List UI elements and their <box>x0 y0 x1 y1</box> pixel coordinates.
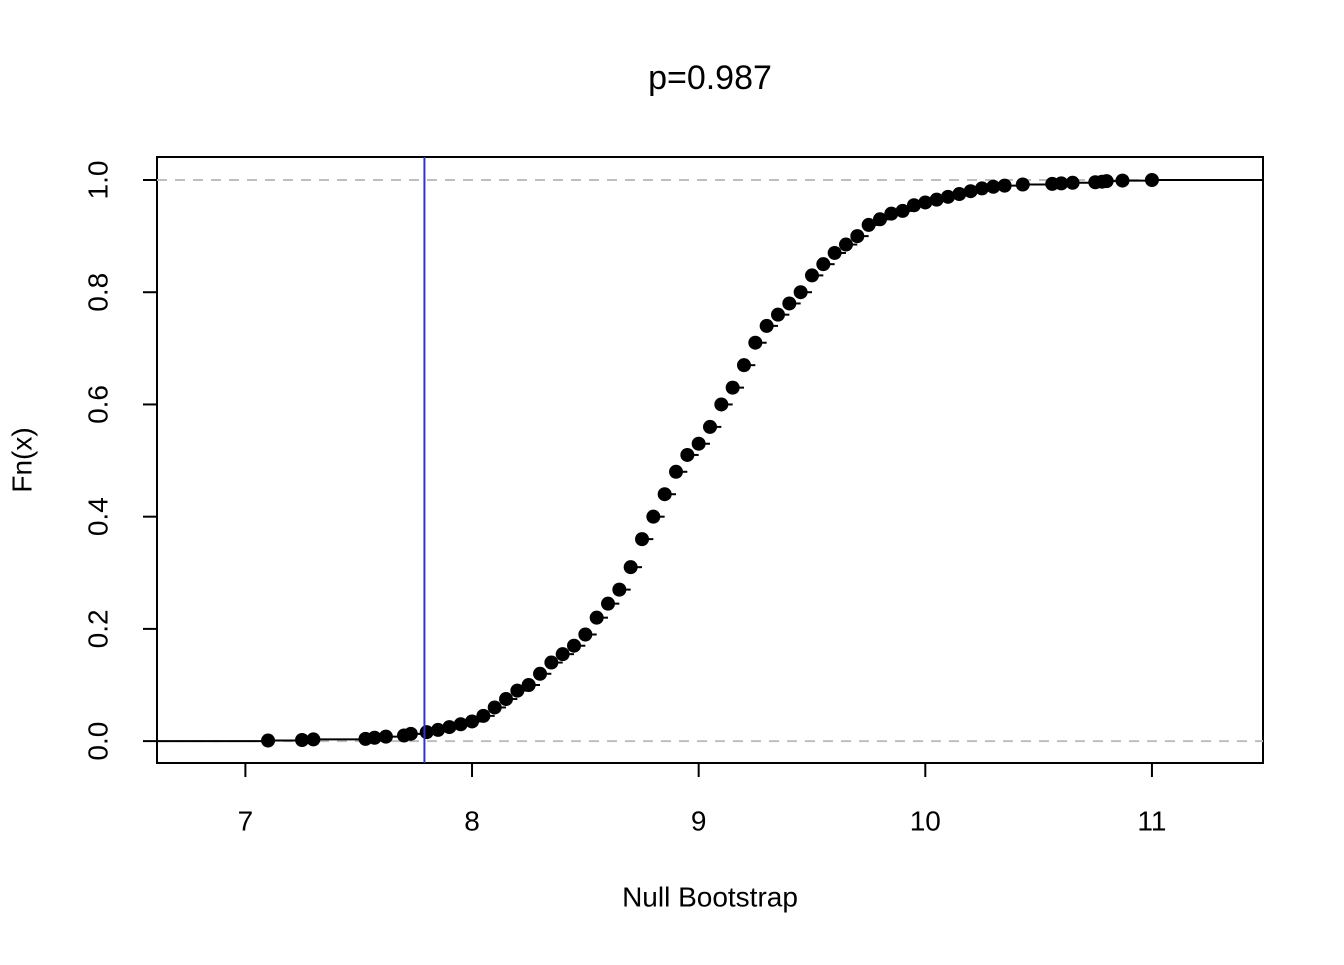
x-tick-label: 8 <box>464 805 480 836</box>
ecdf-point <box>442 720 457 735</box>
ecdf-point <box>487 700 502 715</box>
y-tick-label: 0.6 <box>82 385 113 424</box>
ecdf-point <box>453 717 468 732</box>
ecdf-point <box>510 683 525 698</box>
x-tick-label: 11 <box>1137 805 1166 836</box>
ecdf-point <box>261 733 276 748</box>
x-axis-label: Null Bootstrap <box>622 881 798 912</box>
ecdf-point <box>850 229 865 244</box>
ecdf-point <box>793 285 808 300</box>
ecdf-point <box>419 725 434 740</box>
ecdf-point <box>589 610 604 625</box>
ecdf-point <box>669 464 684 479</box>
ecdf-point <box>974 181 989 196</box>
ecdf-point <box>680 447 695 462</box>
ecdf-point <box>403 726 418 741</box>
ecdf-point <box>1054 176 1069 191</box>
x-tick-label: 10 <box>910 805 941 836</box>
chart-title: p=0.987 <box>648 59 772 97</box>
ecdf-point <box>521 678 536 693</box>
y-tick-label: 1.0 <box>82 161 113 200</box>
ecdf-point <box>997 178 1012 193</box>
ecdf-point <box>378 729 393 744</box>
ecdf-point <box>555 647 570 662</box>
ecdf-point <box>703 419 717 434</box>
ecdf-point <box>725 380 740 395</box>
ecdf-point <box>804 268 819 283</box>
ecdf-point <box>612 582 627 597</box>
y-tick-label: 0.0 <box>82 722 113 761</box>
ecdf-point <box>714 397 729 412</box>
ecdf-point <box>691 436 706 451</box>
ecdf-point <box>872 212 887 227</box>
y-tick-label: 0.2 <box>82 609 113 648</box>
ecdf-point <box>827 245 842 260</box>
ecdf-point <box>465 714 480 729</box>
ecdf-point <box>940 189 955 204</box>
y-tick-label: 0.4 <box>82 497 113 536</box>
y-tick-label: 0.8 <box>82 273 113 312</box>
x-tick-label: 7 <box>238 805 254 836</box>
ecdf-point <box>816 257 831 272</box>
ecdf-point <box>499 692 514 707</box>
ecdf-point <box>635 532 650 547</box>
ecdf-point <box>1099 174 1114 189</box>
ecdf-point <box>567 638 582 653</box>
ecdf-point <box>1144 173 1159 188</box>
ecdf-point <box>623 560 638 575</box>
ecdf-point <box>770 307 785 322</box>
ecdf-point <box>306 732 321 747</box>
ecdf-point <box>986 179 1001 194</box>
ecdf-point <box>895 203 910 218</box>
ecdf-point <box>476 708 491 723</box>
ecdf-point <box>533 666 548 681</box>
ecdf-point <box>1015 177 1030 192</box>
ecdf-point <box>578 627 593 642</box>
ecdf-point <box>759 318 774 333</box>
plot-frame <box>156 156 1264 764</box>
ecdf-point <box>736 358 751 373</box>
ecdf-point <box>544 655 559 670</box>
ecdf-point <box>929 192 944 207</box>
y-axis-label: Fn(x) <box>6 427 37 492</box>
ecdf-point <box>906 198 921 213</box>
ecdf-point <box>1065 175 1080 190</box>
ecdf-point <box>963 184 978 199</box>
ecdf-point <box>657 487 672 502</box>
ecdf-point <box>295 732 310 747</box>
ecdf-point <box>918 195 933 210</box>
ecdf-point <box>838 237 853 252</box>
ecdf-point <box>861 217 876 232</box>
ecdf-point <box>1115 173 1130 188</box>
x-tick-label: 9 <box>691 805 707 836</box>
ecdf-point <box>748 335 763 350</box>
ecdf-point <box>884 206 899 221</box>
ecdf-point <box>952 187 967 202</box>
ecdf-point <box>431 722 446 737</box>
ecdf-point <box>367 730 382 745</box>
ecdf-point <box>782 296 797 311</box>
ecdf-point <box>646 509 661 524</box>
ecdf-point <box>601 596 616 611</box>
